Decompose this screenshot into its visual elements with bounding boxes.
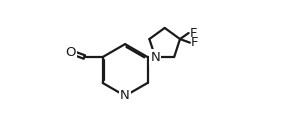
Text: F: F xyxy=(191,36,198,49)
Text: F: F xyxy=(189,26,197,39)
Text: N: N xyxy=(120,89,130,102)
Text: N: N xyxy=(150,51,160,64)
Text: O: O xyxy=(66,46,76,59)
